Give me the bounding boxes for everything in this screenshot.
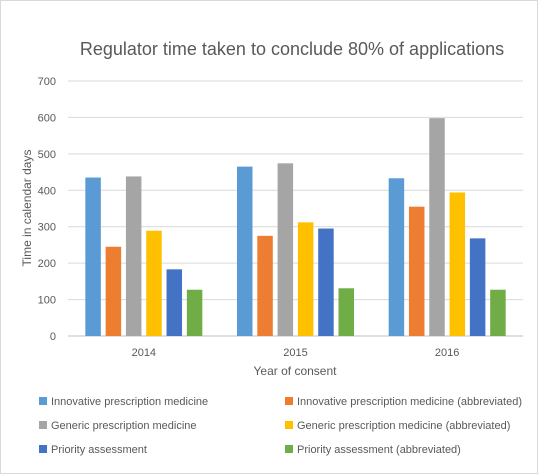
y-tick-label: 600	[38, 112, 56, 124]
bar-2015-series-5	[338, 288, 354, 336]
bar-2015-series-0	[237, 166, 253, 336]
y-tick-label: 300	[38, 222, 56, 234]
bar-2014-series-4	[166, 269, 183, 336]
bar-2014-series-2	[125, 176, 142, 336]
x-axis-title: Year of consent	[254, 364, 338, 378]
bar-2014-series-1	[105, 246, 122, 336]
legend-swatch	[285, 397, 293, 405]
bar-2016-series-1	[408, 206, 425, 336]
bar-2015-series-1	[257, 235, 273, 336]
bar-2014-series-5	[186, 289, 203, 336]
legend-label: Generic prescription medicine (abbreviat…	[297, 420, 510, 432]
bar-2015-series-2	[277, 163, 294, 336]
bar-2014-series-3	[146, 230, 162, 336]
legend-swatch	[39, 445, 47, 453]
y-tick-label: 0	[50, 331, 56, 343]
legend-label: Innovative prescription medicine (abbrev…	[297, 396, 522, 408]
legend-label: Priority assessment	[51, 444, 147, 456]
bar-2016-series-4	[469, 238, 486, 336]
gridlines	[68, 80, 523, 337]
bar-2014-series-0	[85, 177, 101, 336]
x-tick-label: 2014	[132, 347, 156, 359]
y-tick-label: 700	[38, 76, 56, 88]
legend-swatch	[285, 445, 293, 453]
bars	[85, 118, 506, 337]
y-tick-label: 200	[38, 258, 56, 270]
y-tick-label: 400	[38, 185, 56, 197]
legend: Innovative prescription medicine Innovati…	[39, 396, 522, 456]
legend-label: Priority assessment (abbreviated)	[297, 444, 461, 456]
legend-swatch	[285, 421, 293, 429]
bar-2016-series-3	[449, 192, 466, 336]
bar-2016-series-5	[490, 289, 506, 336]
y-tick-label: 100	[38, 295, 56, 307]
bar-2015-series-3	[297, 222, 314, 336]
y-tick-label: 500	[38, 149, 56, 161]
legend-swatch	[39, 397, 47, 405]
x-tick-label: 2015	[283, 347, 307, 359]
bar-2015-series-4	[318, 228, 334, 336]
bar-2016-series-0	[388, 178, 405, 336]
chart-title: Regulator time taken to conclude 80% of …	[80, 39, 504, 59]
legend-label: Innovative prescription medicine	[51, 396, 208, 408]
legend-label: Generic prescription medicine	[51, 420, 197, 432]
bar-2016-series-2	[429, 118, 445, 337]
x-axis-ticks: 2014 2015 2016	[132, 347, 460, 359]
x-tick-label: 2016	[435, 347, 459, 359]
y-axis-title: Time in calendar days	[20, 150, 34, 267]
legend-swatch	[39, 421, 47, 429]
y-axis-ticks: 0 100 200 300 400 500 600 700	[38, 76, 56, 343]
